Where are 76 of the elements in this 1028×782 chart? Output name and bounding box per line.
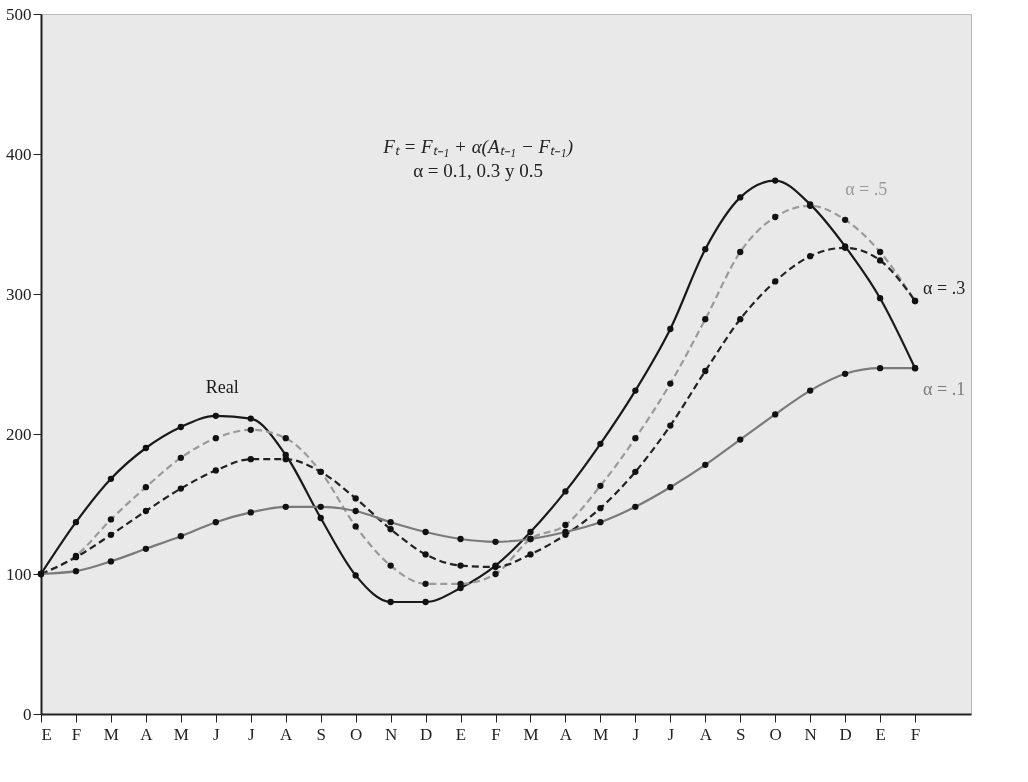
series-label: α = .3 <box>923 278 966 298</box>
point <box>597 505 604 512</box>
point <box>772 278 779 285</box>
point <box>352 572 359 579</box>
x-tick-label: D <box>419 724 433 744</box>
x-tick-label: M <box>103 724 119 744</box>
x-tick-label: F <box>491 724 501 744</box>
point <box>107 531 115 538</box>
point <box>702 246 709 253</box>
annotation: Fₜ = Fₜ₋₁ + α(Aₜ₋₁ − Fₜ₋₁) <box>382 136 574 158</box>
x-tick-label: A <box>699 724 713 744</box>
x-tick-label: N <box>804 724 817 744</box>
y-tick-label: 100 <box>6 564 32 584</box>
point <box>876 257 884 264</box>
point <box>737 194 744 201</box>
x-tick-label: A <box>280 724 294 744</box>
x-tick-label: N <box>384 724 398 744</box>
point <box>667 325 674 333</box>
series-label: α = .1 <box>923 379 966 400</box>
point <box>457 562 464 569</box>
x-tick-label: J <box>247 724 255 744</box>
x-tick-label: M <box>523 724 539 744</box>
point <box>562 488 569 495</box>
x-tick-label: S <box>736 724 746 744</box>
x-tick-label: E <box>455 724 467 744</box>
x-tick-label: M <box>593 724 609 744</box>
point <box>632 468 639 475</box>
point <box>387 598 394 606</box>
x-tick-label: E <box>875 724 886 744</box>
point <box>876 295 884 302</box>
series-label: Real <box>205 376 239 397</box>
point <box>737 316 744 323</box>
x-tick-label: F <box>71 724 82 744</box>
point <box>632 387 639 394</box>
y-tick-label: 500 <box>6 4 32 24</box>
x-tick-label: F <box>910 724 921 744</box>
point <box>107 475 115 482</box>
x-tick-label: J <box>632 724 640 744</box>
point <box>352 495 359 502</box>
y-tick-label: 200 <box>6 424 32 444</box>
x-tick-label: E <box>41 724 52 744</box>
point <box>387 526 394 533</box>
y-tick-label: 0 <box>23 704 32 724</box>
point <box>282 456 289 463</box>
point <box>702 367 709 375</box>
x-tick-label: J <box>213 724 220 744</box>
x-tick-label: M <box>173 724 189 744</box>
series-label: α = .5 <box>845 178 888 199</box>
point <box>527 528 534 536</box>
x-tick-label: A <box>140 724 154 744</box>
point <box>177 485 185 492</box>
point <box>142 507 150 515</box>
y-tick-label: 400 <box>6 144 32 164</box>
point <box>142 444 150 452</box>
point <box>527 551 534 558</box>
point <box>177 423 185 431</box>
point <box>422 598 429 606</box>
x-tick-label: D <box>839 724 852 744</box>
x-tick-label: O <box>769 724 782 744</box>
point <box>247 415 254 422</box>
point <box>772 177 779 184</box>
point <box>667 422 674 429</box>
x-tick-label: A <box>559 724 573 744</box>
point <box>422 551 429 558</box>
y-tick-label: 300 <box>6 284 32 304</box>
x-tick-label: S <box>316 724 326 744</box>
point <box>212 467 219 474</box>
point <box>807 253 814 260</box>
annotation: α = 0.1, 0.3 y 0.5 <box>413 160 544 181</box>
point <box>212 412 219 419</box>
x-tick-label: J <box>667 724 675 744</box>
point <box>597 440 604 447</box>
point <box>317 514 324 522</box>
point <box>247 456 254 463</box>
x-tick-label: O <box>350 724 363 744</box>
point <box>72 519 80 526</box>
